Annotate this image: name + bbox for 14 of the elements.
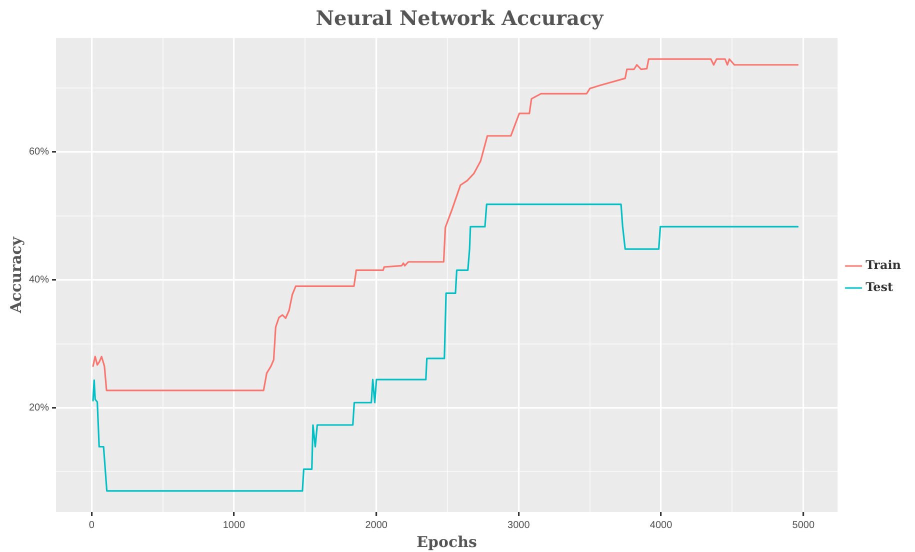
x-tick-label: 2000	[365, 520, 388, 531]
x-tick-label: 0	[88, 520, 95, 531]
x-tick-label: 5000	[792, 520, 815, 531]
legend-label: Train	[866, 258, 902, 272]
x-tick-label: 3000	[508, 520, 530, 531]
y-tick-label: 40%	[29, 274, 50, 286]
x-tick-label: 4000	[650, 520, 673, 531]
x-axis-title: Epochs	[416, 532, 477, 551]
chart-title: Neural Network Accuracy	[316, 6, 605, 30]
x-tick-label: 1000	[222, 520, 246, 531]
y-axis-title: Accuracy	[6, 236, 25, 314]
legend-label: Test	[866, 280, 894, 294]
y-tick-label: 20%	[29, 402, 50, 414]
y-tick-label: 60%	[29, 146, 50, 158]
